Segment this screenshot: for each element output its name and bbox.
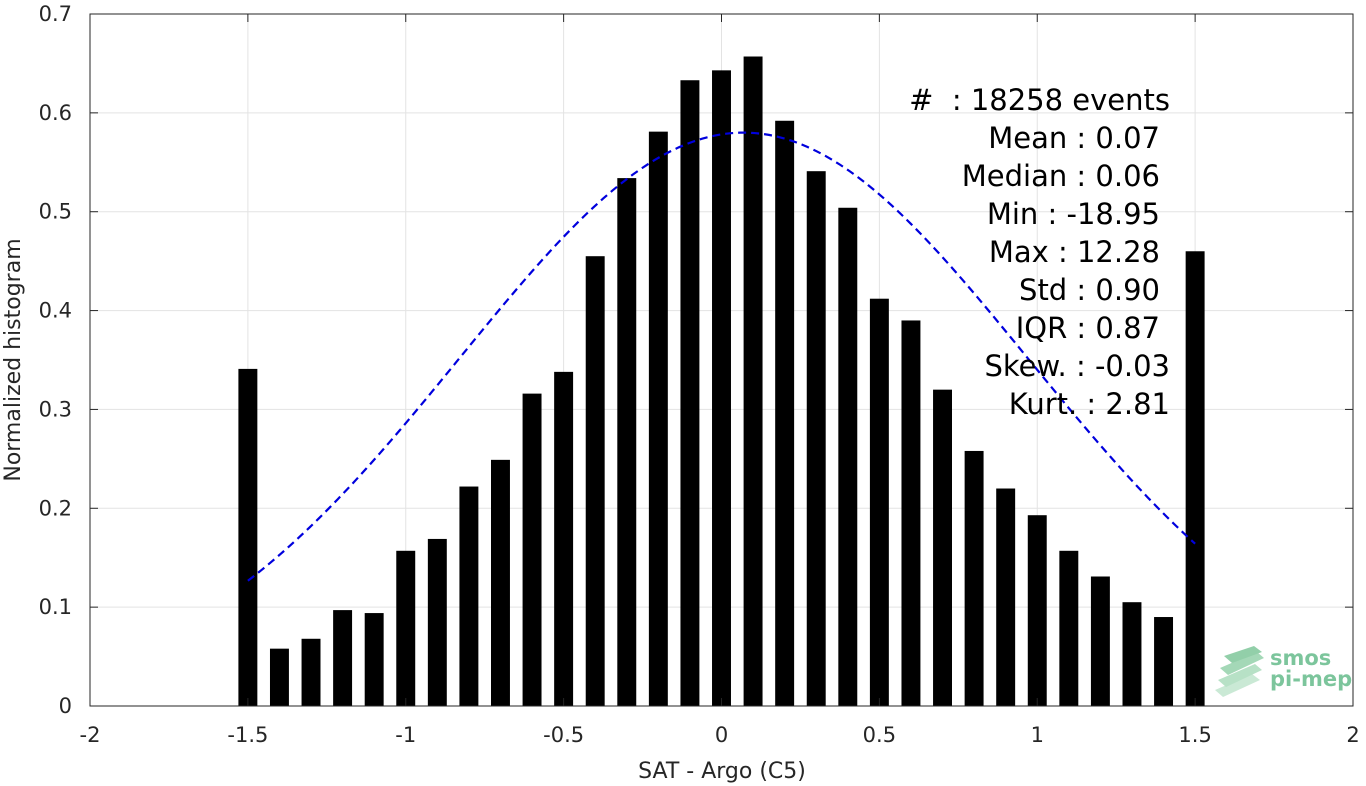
stat-std: Std : 0.90: [1019, 273, 1160, 307]
bar-9: [522, 393, 542, 706]
x-tick-label-5: 0.5: [863, 723, 896, 747]
bar-6: [427, 538, 447, 706]
logo-text-smos: smos: [1270, 646, 1331, 670]
bar-4: [364, 613, 384, 706]
y-tick-label-0: 0: [59, 694, 72, 718]
stat-kurt: Kurt. : 2.81: [1009, 387, 1170, 421]
bar-12: [617, 178, 637, 707]
y-tick-label-7: 0.7: [39, 2, 72, 26]
stat-min: Min : -18.95: [987, 197, 1160, 231]
y-axis-label: Normalized histogram: [1, 238, 26, 481]
bar-25: [1027, 515, 1047, 706]
stat-iqr: IQR : 0.87: [1016, 311, 1160, 345]
bar-23: [964, 450, 984, 706]
stat-max: Max : 12.28: [989, 235, 1160, 269]
x-axis-label: SAT - Argo (C5): [638, 759, 806, 784]
y-tick-label-2: 0.2: [39, 496, 72, 520]
bar-11: [585, 256, 605, 706]
smos-pimep-logo: smos pi-mep: [1215, 646, 1352, 697]
bar-30: [1185, 251, 1205, 706]
bar-14: [680, 80, 700, 707]
bar-29: [1154, 617, 1174, 706]
bar-0: [238, 368, 258, 706]
bar-28: [1122, 602, 1142, 706]
x-tick-label-6: 1: [1031, 723, 1044, 747]
x-tick-label-4: 0: [715, 723, 728, 747]
bar-7: [459, 486, 479, 706]
logo-layers-icon: [1215, 646, 1264, 697]
bar-15: [712, 70, 731, 706]
bar-27: [1090, 576, 1110, 706]
stat-skew: Skew. : -0.03: [984, 349, 1170, 383]
x-tick-label-7: 1.5: [1178, 723, 1211, 747]
bar-13: [648, 131, 668, 706]
stat-events: # : 18258 events: [909, 83, 1170, 117]
y-tick-label-3: 0.3: [39, 397, 72, 421]
bar-16: [743, 56, 763, 707]
y-tick-label-4: 0.4: [39, 299, 72, 323]
y-tick-label-1: 0.1: [39, 595, 72, 619]
bar-10: [554, 371, 574, 706]
bar-1: [269, 648, 289, 706]
bar-3: [333, 610, 353, 706]
bar-19: [838, 207, 858, 706]
x-tick-label-8: 2: [1346, 723, 1359, 747]
x-axis-ticks: -2 -1.5 -1 -0.5 0 0.5 1 1.5 2: [80, 14, 1360, 747]
bar-26: [1059, 550, 1079, 706]
stats-box: # : 18258 events Mean : 0.07 Median : 0.…: [909, 83, 1170, 421]
bar-18: [806, 171, 826, 706]
logo-text-pimep: pi-mep: [1270, 667, 1352, 691]
normal-fit-curve: [247, 131, 1196, 582]
bar-21: [901, 320, 921, 706]
bar-24: [996, 488, 1016, 706]
bar-20: [869, 298, 889, 706]
x-tick-label-1: -1.5: [227, 723, 268, 747]
y-tick-label-6: 0.6: [39, 101, 72, 125]
bar-22: [933, 389, 952, 706]
x-tick-label-2: -1: [395, 723, 416, 747]
bar-17: [775, 120, 795, 706]
y-tick-label-5: 0.5: [39, 200, 72, 224]
bar-8: [491, 459, 510, 706]
x-tick-label-0: -2: [80, 723, 101, 747]
stat-median: Median : 0.06: [962, 159, 1160, 193]
bar-5: [396, 550, 416, 706]
y-axis-ticks: 0 0.1 0.2 0.3 0.4 0.5 0.6 0.7: [39, 2, 1353, 718]
x-tick-label-3: -0.5: [543, 723, 584, 747]
bar-2: [301, 638, 321, 706]
stat-mean: Mean : 0.07: [988, 121, 1160, 155]
histogram-bars: [238, 56, 1205, 707]
